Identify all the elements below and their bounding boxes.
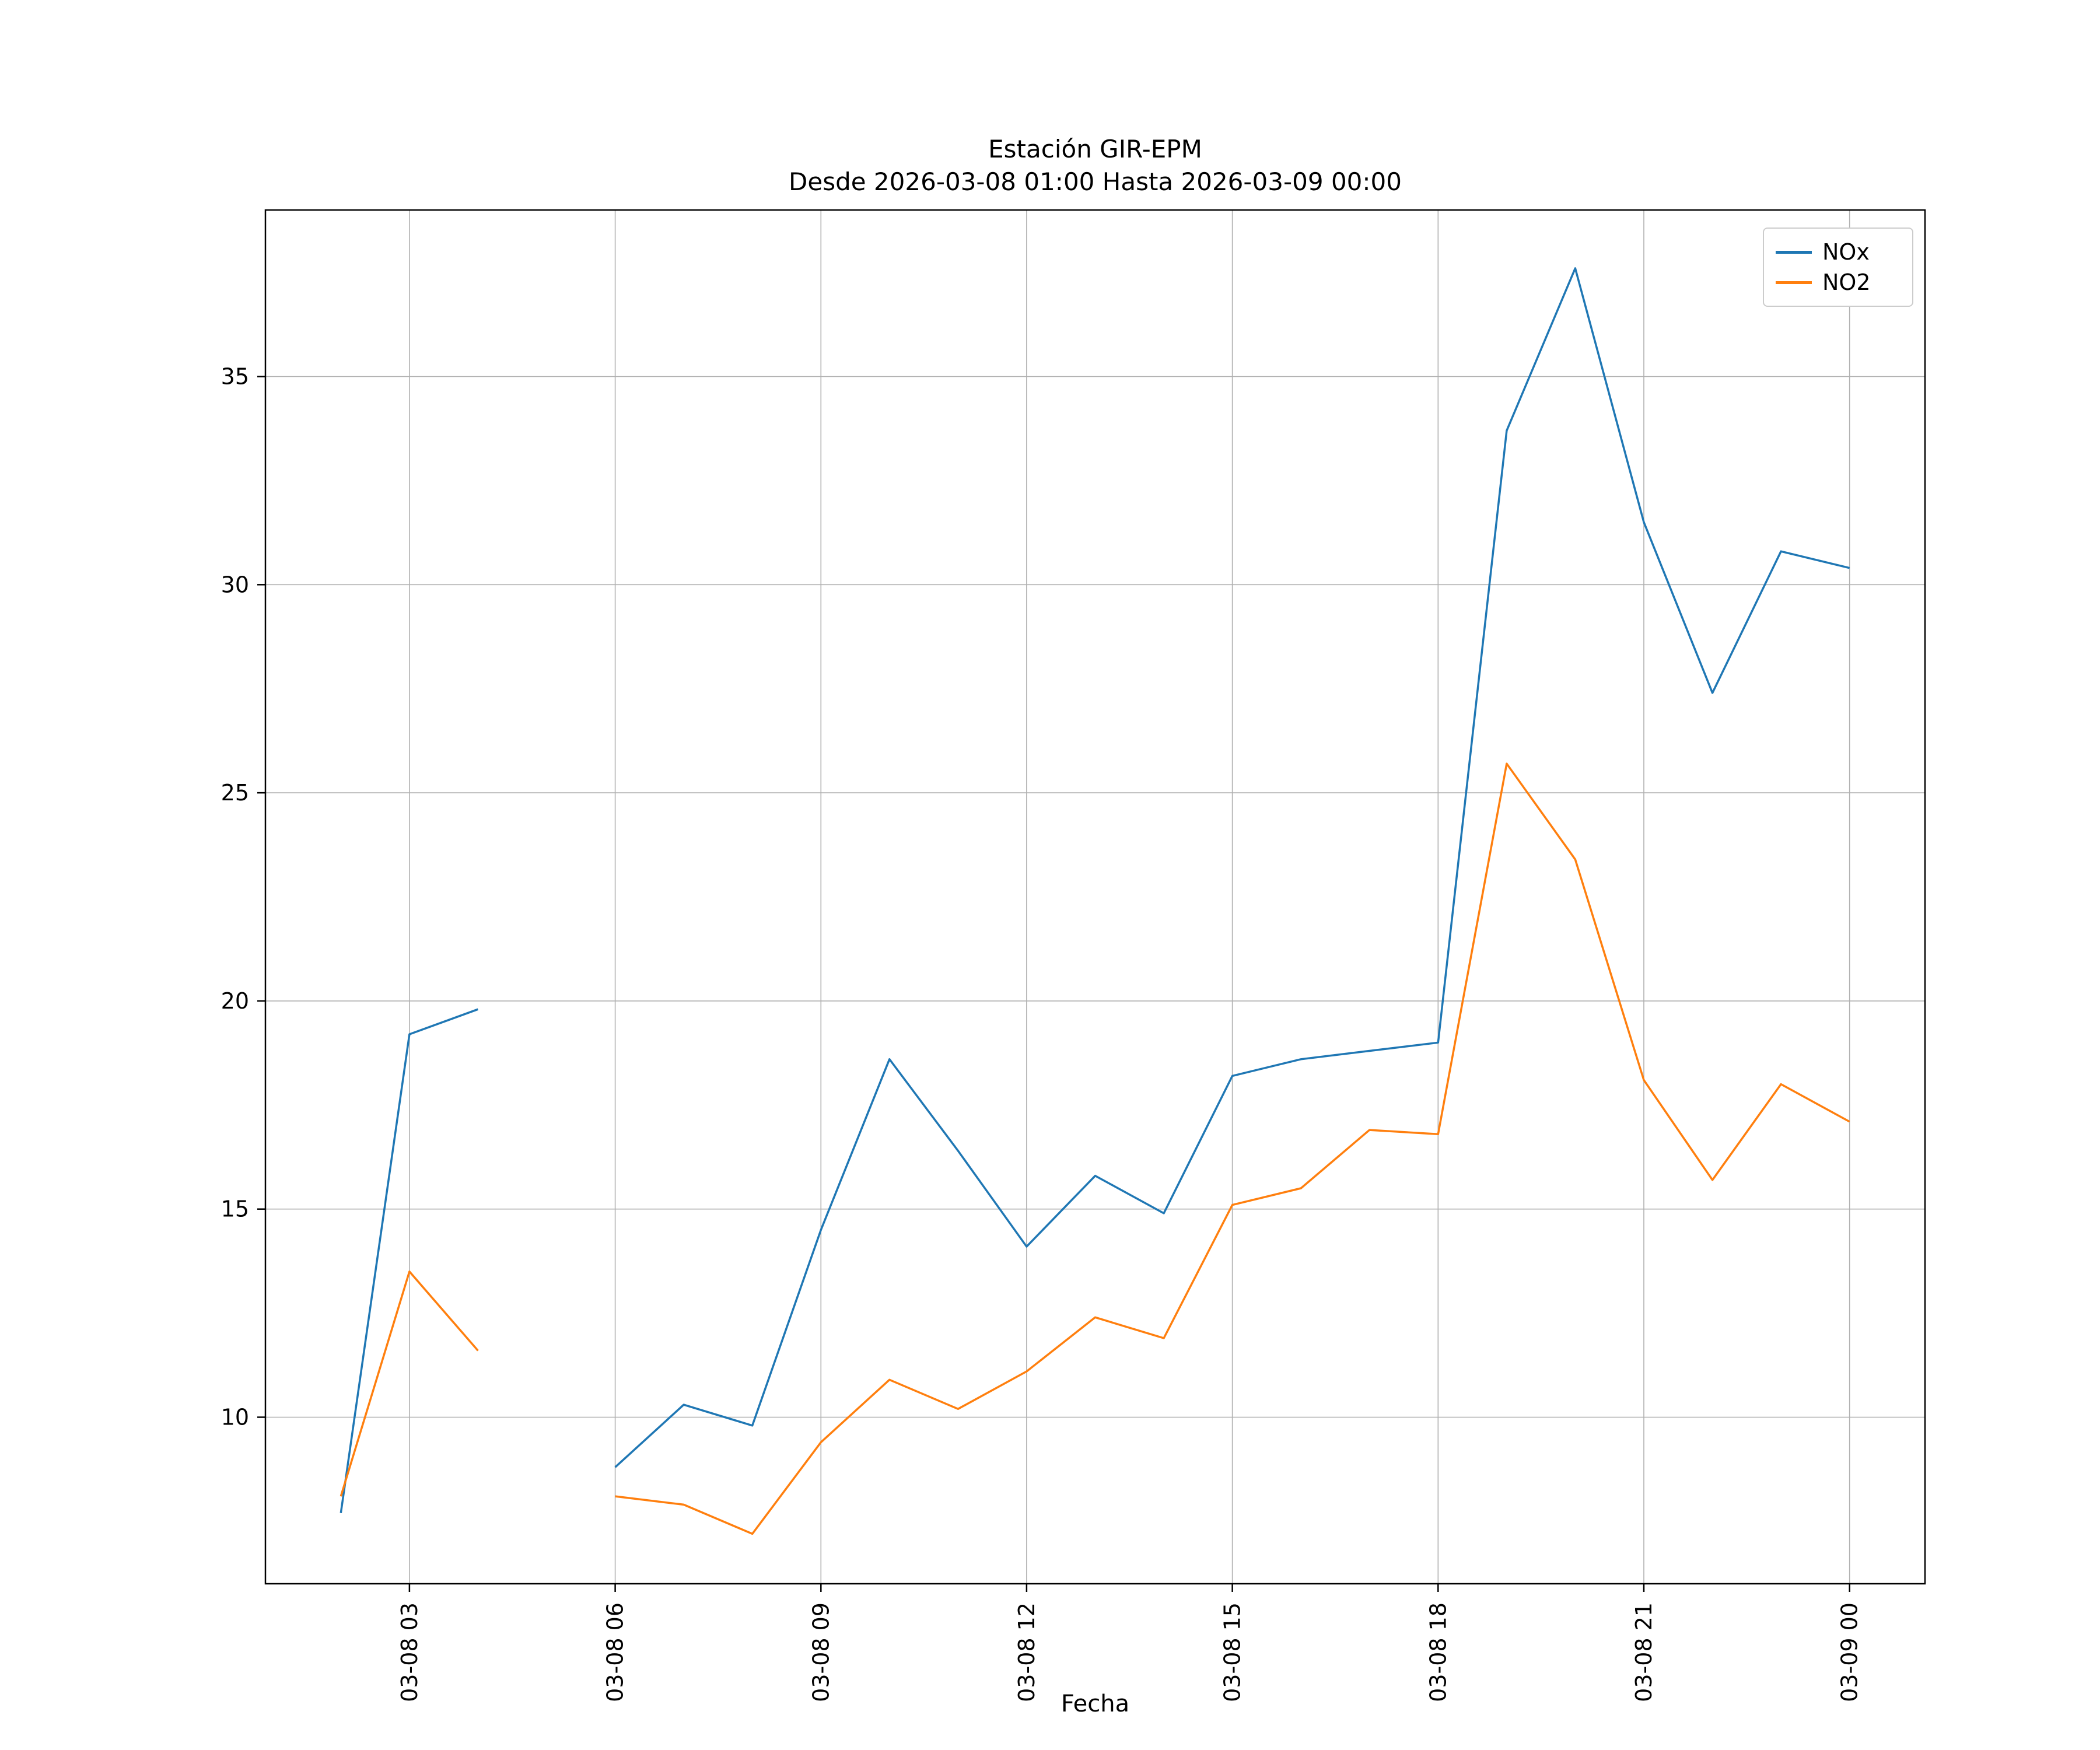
svg-text:03-08 18: 03-08 18: [1425, 1602, 1451, 1702]
svg-text:03-08 06: 03-08 06: [603, 1602, 628, 1702]
svg-text:03-08 03: 03-08 03: [397, 1602, 422, 1702]
x-axis-label: Fecha: [1060, 1690, 1130, 1717]
svg-text:15: 15: [221, 1196, 249, 1222]
svg-text:03-09 00: 03-09 00: [1837, 1602, 1863, 1702]
svg-text:03-08 15: 03-08 15: [1220, 1602, 1245, 1702]
legend-label-no2: NO2: [1822, 270, 1871, 295]
svg-text:10: 10: [221, 1405, 249, 1430]
svg-text:03-08 09: 03-08 09: [808, 1602, 834, 1702]
chart-title-line2: Desde 2026-03-08 01:00 Hasta 2026-03-09 …: [789, 167, 1402, 196]
svg-text:20: 20: [221, 988, 249, 1014]
svg-text:25: 25: [221, 780, 249, 806]
no2-line-swatch: [1776, 281, 1812, 284]
legend-item-no2: NO2: [1776, 267, 1901, 298]
chart-title-line1: Estación GIR-EPM: [988, 135, 1202, 163]
svg-text:03-08 12: 03-08 12: [1014, 1602, 1040, 1702]
svg-text:35: 35: [221, 364, 249, 390]
legend: NOx NO2: [1763, 228, 1913, 307]
chart-title: Estación GIR-EPM Desde 2026-03-08 01:00 …: [265, 133, 1925, 198]
legend-label-nox: NOx: [1822, 239, 1870, 265]
nox-line-swatch: [1776, 250, 1812, 254]
svg-text:30: 30: [221, 572, 249, 597]
legend-item-nox: NOx: [1776, 237, 1901, 267]
svg-text:03-08 21: 03-08 21: [1631, 1602, 1657, 1702]
